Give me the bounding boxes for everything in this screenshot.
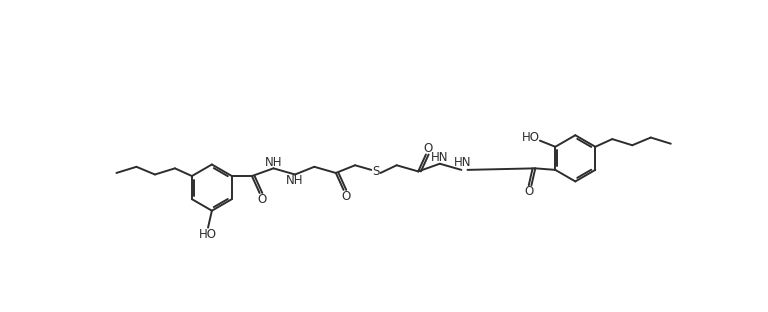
Text: NH: NH: [265, 156, 282, 169]
Text: HN: HN: [431, 151, 449, 164]
Text: O: O: [341, 190, 350, 202]
Text: HO: HO: [521, 131, 540, 144]
Text: O: O: [257, 193, 266, 206]
Text: HO: HO: [199, 228, 217, 241]
Text: O: O: [424, 142, 433, 155]
Text: NH: NH: [286, 174, 304, 187]
Text: S: S: [372, 165, 379, 178]
Text: HN: HN: [454, 156, 472, 169]
Text: O: O: [525, 185, 534, 198]
